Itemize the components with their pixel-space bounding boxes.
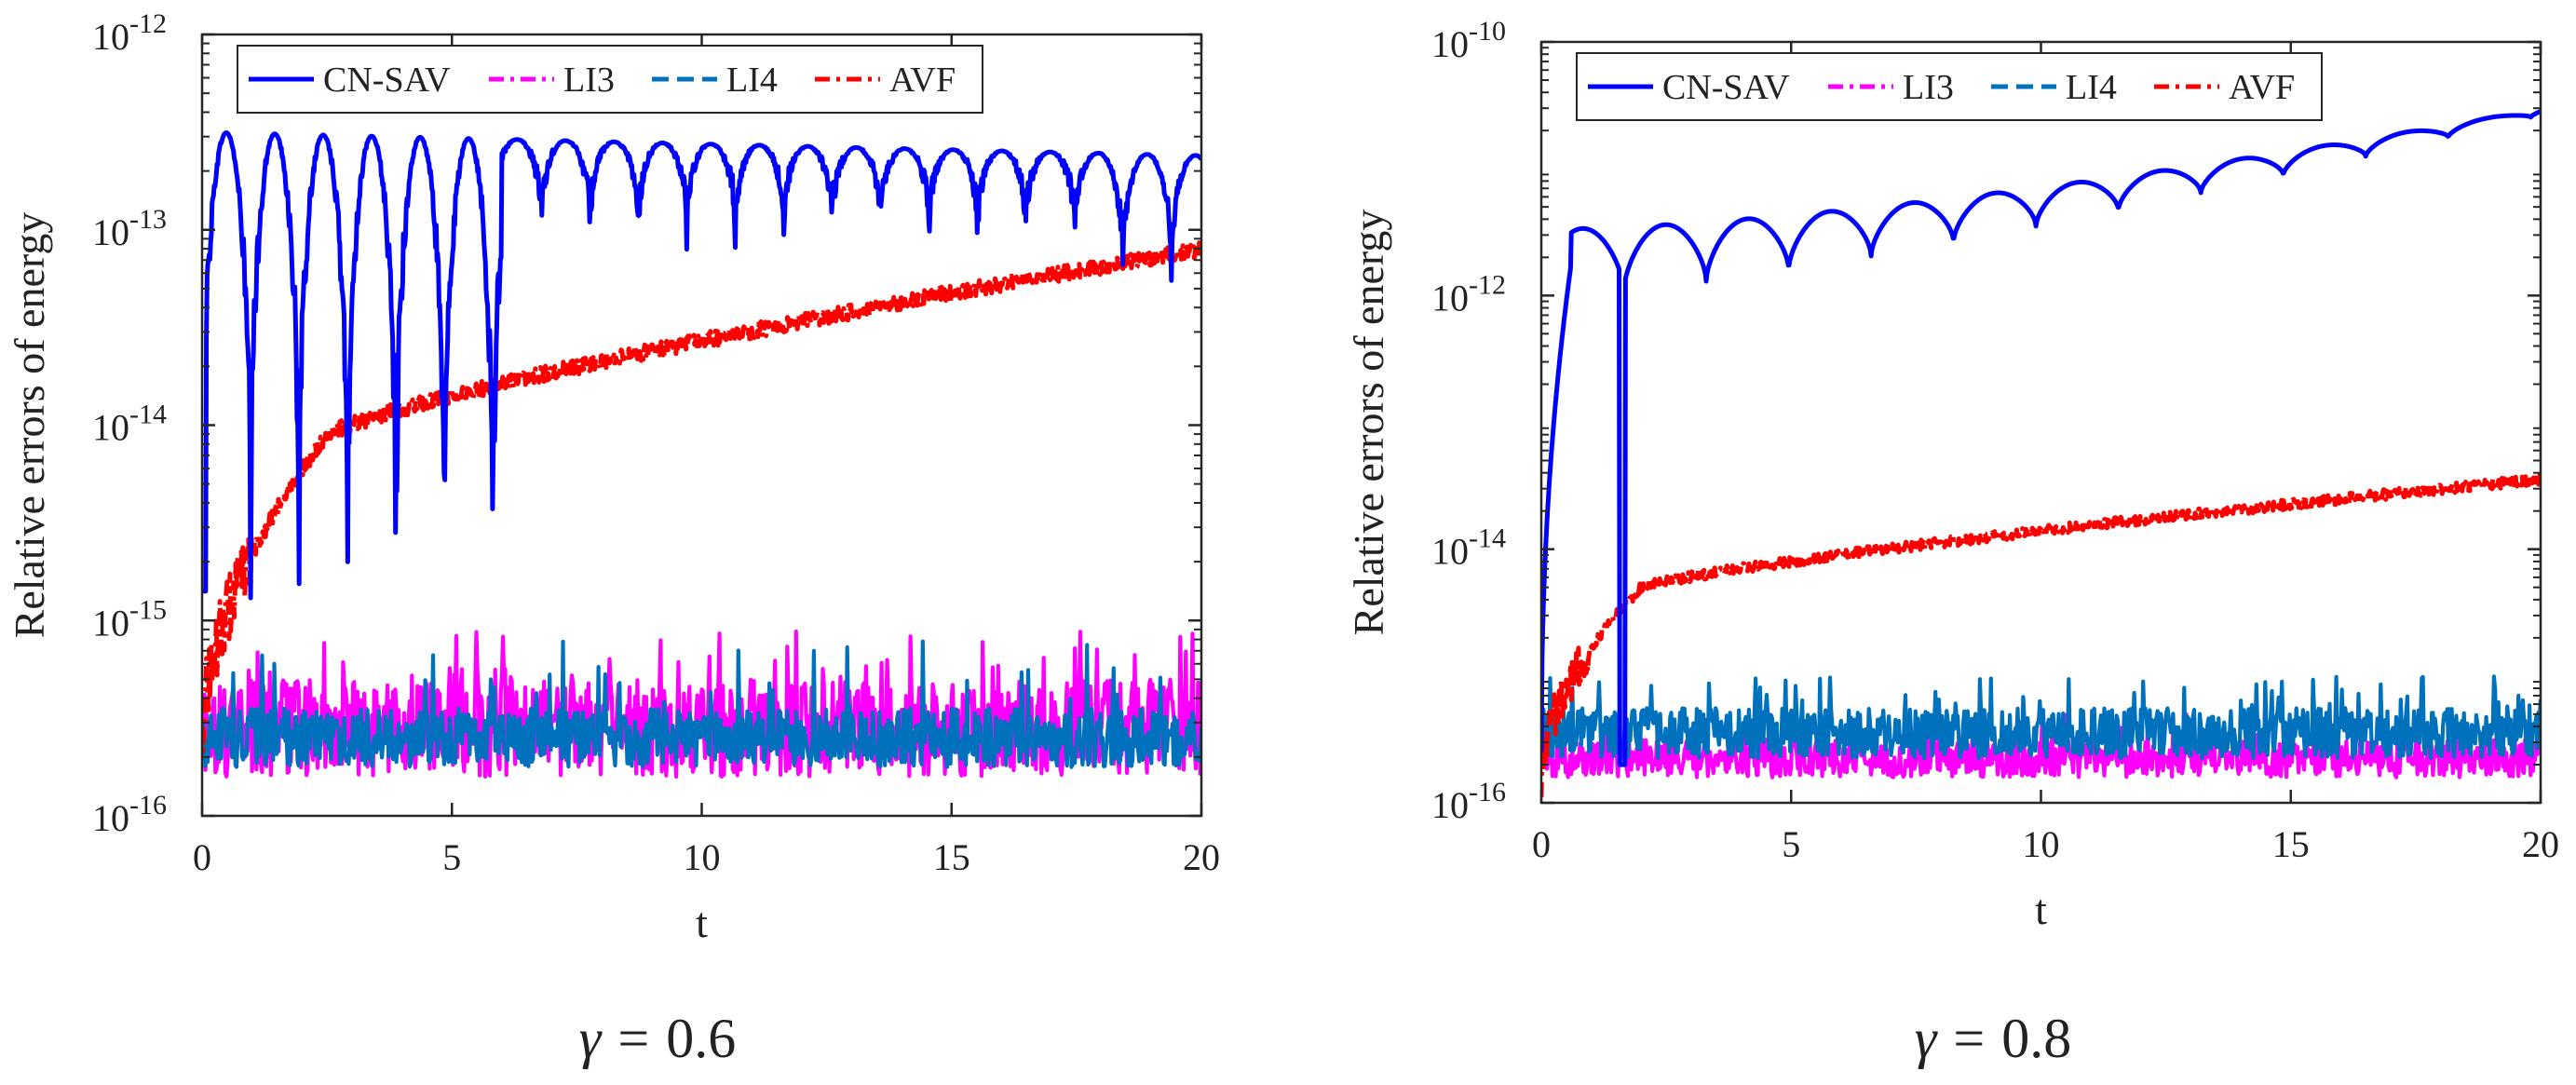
legend-label-li3: LI3 [1903,68,1954,107]
legend-label-avf: AVF [889,61,956,100]
plot-area [1541,42,2541,803]
series-line-avf [202,240,1201,753]
y-tick-label: 10-13 [92,204,167,253]
legend-label-avf: AVF [2229,68,2295,107]
x-axis-label: t [2035,886,2047,933]
series-line-cn-sav [1541,109,2541,767]
legend-label-cn-sav: CN-SAV [1662,68,1790,107]
legend: CN-SAV LI3 LI4 AVF [1576,52,2323,121]
x-tick-label: 15 [2272,823,2310,865]
x-tick-label: 10 [2023,823,2060,865]
legend-label-li3: LI3 [563,61,615,100]
y-tick-label: 10-15 [92,594,167,644]
legend: CN-SAV LI3 LI4 AVF [237,45,983,114]
x-tick-label: 0 [1532,823,1551,865]
series-line-cn-sav [202,130,1201,601]
series-group [202,130,1201,780]
series-line-avf [1541,472,2541,797]
y-axis-label: Relative errors of energy [1345,210,1392,636]
series-group [1541,109,2541,797]
series-line-li3 [1541,712,2541,780]
x-tick-label: 20 [1183,836,1220,878]
y-tick-label: 10-12 [92,8,167,58]
x-tick-label: 0 [193,836,211,878]
x-tick-label: 5 [1782,823,1800,865]
chart-panel-1: 0 5 10 15 20 10-16 10-15 10-14 10-13 10-12 t Relati… [6,8,1220,1069]
panel-caption: γ = 0.6 [579,1008,737,1069]
y-tick-label: 10-12 [1431,269,1506,319]
legend-label-li4: LI4 [2066,68,2117,107]
x-tick-label: 20 [2522,823,2559,865]
legend-label-cn-sav: CN-SAV [323,61,451,100]
x-axis-label: t [696,899,708,946]
y-tick-label: 10-16 [92,790,167,839]
y-tick-label: 10-14 [92,400,167,449]
x-tick-label: 10 [684,836,721,878]
legend-label-li4: LI4 [726,61,778,100]
panel-caption: γ = 0.8 [1915,1008,2072,1069]
y-tick-label: 10-10 [1431,16,1506,65]
y-tick-label: 10-16 [1431,777,1506,826]
chart-panel-2: 0 5 10 15 20 10-16 10-14 10-12 10-10 t Relative er… [1345,16,2559,1069]
y-axis-label: Relative errors of energy [6,212,53,639]
x-tick-label: 5 [442,836,461,878]
series-line-li4 [1541,674,2541,761]
y-tick-label: 10-14 [1431,523,1506,573]
series-line-li4 [202,639,1201,769]
x-tick-label: 15 [933,836,970,878]
